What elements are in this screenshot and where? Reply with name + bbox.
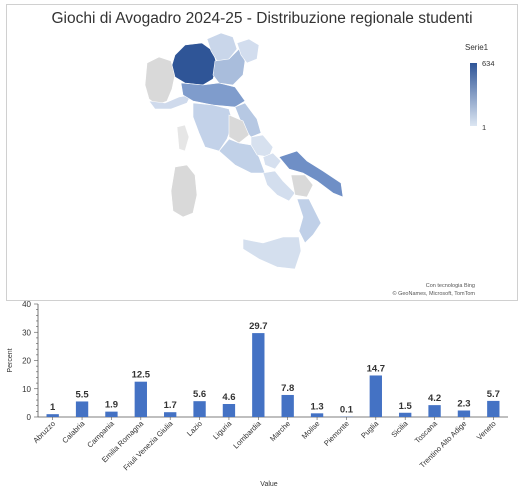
category-label: Marche	[268, 419, 292, 443]
region-campania	[262, 170, 296, 202]
data-label: 1	[50, 402, 56, 413]
region-toscana	[192, 102, 234, 152]
bar	[487, 400, 500, 417]
category-label: Abruzzo	[31, 419, 57, 445]
y-axis-title: Percent	[7, 348, 14, 372]
data-label: 5.5	[75, 389, 89, 400]
region-sardegna	[170, 164, 198, 218]
data-label: 1.3	[310, 401, 323, 412]
region-puglia	[278, 150, 344, 198]
category-label: Calabria	[60, 418, 87, 445]
legend-title: Serie1	[465, 43, 489, 52]
region-lazio	[218, 138, 266, 174]
category-label: Lazio	[185, 419, 204, 438]
data-label: 1.7	[164, 400, 177, 411]
bar	[75, 401, 89, 417]
region-sicilia	[242, 236, 302, 270]
y-tick-label: 20	[22, 357, 31, 366]
bar	[281, 394, 294, 417]
map-attribution-line2: © GeoNames, Microsoft, TomTom	[392, 291, 476, 297]
region-friuli	[236, 38, 260, 64]
corsica	[176, 124, 190, 152]
data-label: 14.7	[367, 363, 386, 374]
category-label: Piemonte	[322, 419, 351, 448]
bar	[457, 410, 471, 417]
data-label: 5.6	[193, 389, 206, 400]
data-label: 5.7	[487, 389, 500, 400]
region-veneto	[212, 48, 246, 86]
map-title: Giochi di Avogadro 2024-25 - Distribuzio…	[51, 10, 473, 27]
bar	[222, 404, 236, 417]
data-label: 29.7	[249, 321, 268, 332]
bar	[399, 412, 412, 417]
legend-min-label: 1	[482, 123, 487, 132]
category-label: Liguria	[211, 418, 234, 441]
bar	[46, 414, 59, 417]
region-liguria	[148, 94, 192, 110]
italy-map	[144, 32, 344, 270]
bar	[252, 333, 265, 417]
category-label: Veneto	[475, 419, 498, 442]
bar	[134, 381, 147, 417]
y-tick-label: 40	[22, 300, 31, 309]
region-calabria	[296, 198, 322, 244]
data-label: 4.6	[222, 392, 235, 403]
bar	[428, 405, 441, 417]
legend-max-label: 634	[482, 59, 495, 68]
category-label: Puglia	[359, 418, 381, 440]
x-axis-title: Value	[260, 481, 277, 488]
map-attribution-line1: Con tecnologia Bing	[425, 283, 475, 289]
bar	[369, 375, 382, 417]
data-label: 2.3	[457, 399, 470, 410]
y-tick-label: 10	[22, 385, 31, 394]
bar	[105, 411, 118, 417]
data-label: 12.5	[132, 370, 151, 381]
category-label: Friuli Venezia Giulia	[121, 418, 175, 472]
category-label: Lombardia	[231, 418, 263, 450]
region-umbria	[228, 114, 250, 144]
category-label: Molise	[300, 419, 322, 441]
region-molise	[262, 152, 282, 170]
region-trentino	[206, 32, 238, 62]
region-emilia	[180, 82, 246, 108]
map-panel: Giochi di Avogadro 2024-25 - Distribuzio…	[6, 4, 518, 301]
bar	[193, 401, 206, 417]
category-label: Toscana	[413, 418, 440, 445]
data-label: 4.2	[428, 393, 441, 404]
data-label: 1.9	[105, 400, 118, 411]
bar-chart: 0102030401Abruzzo5.5Calabria1.9Campania1…	[7, 300, 508, 488]
data-label: 7.8	[281, 383, 294, 394]
y-tick-label: 0	[27, 413, 32, 422]
bar	[310, 413, 324, 417]
y-tick-label: 30	[22, 328, 31, 337]
bar	[164, 412, 177, 417]
region-basilicata	[290, 174, 314, 198]
data-label: 1.5	[399, 401, 413, 412]
category-label: Sicilia	[389, 418, 410, 439]
region-piemonte	[144, 56, 176, 106]
legend-color-scale	[470, 63, 477, 126]
region-lombardia	[171, 42, 218, 86]
data-label: 0.1	[340, 405, 354, 416]
